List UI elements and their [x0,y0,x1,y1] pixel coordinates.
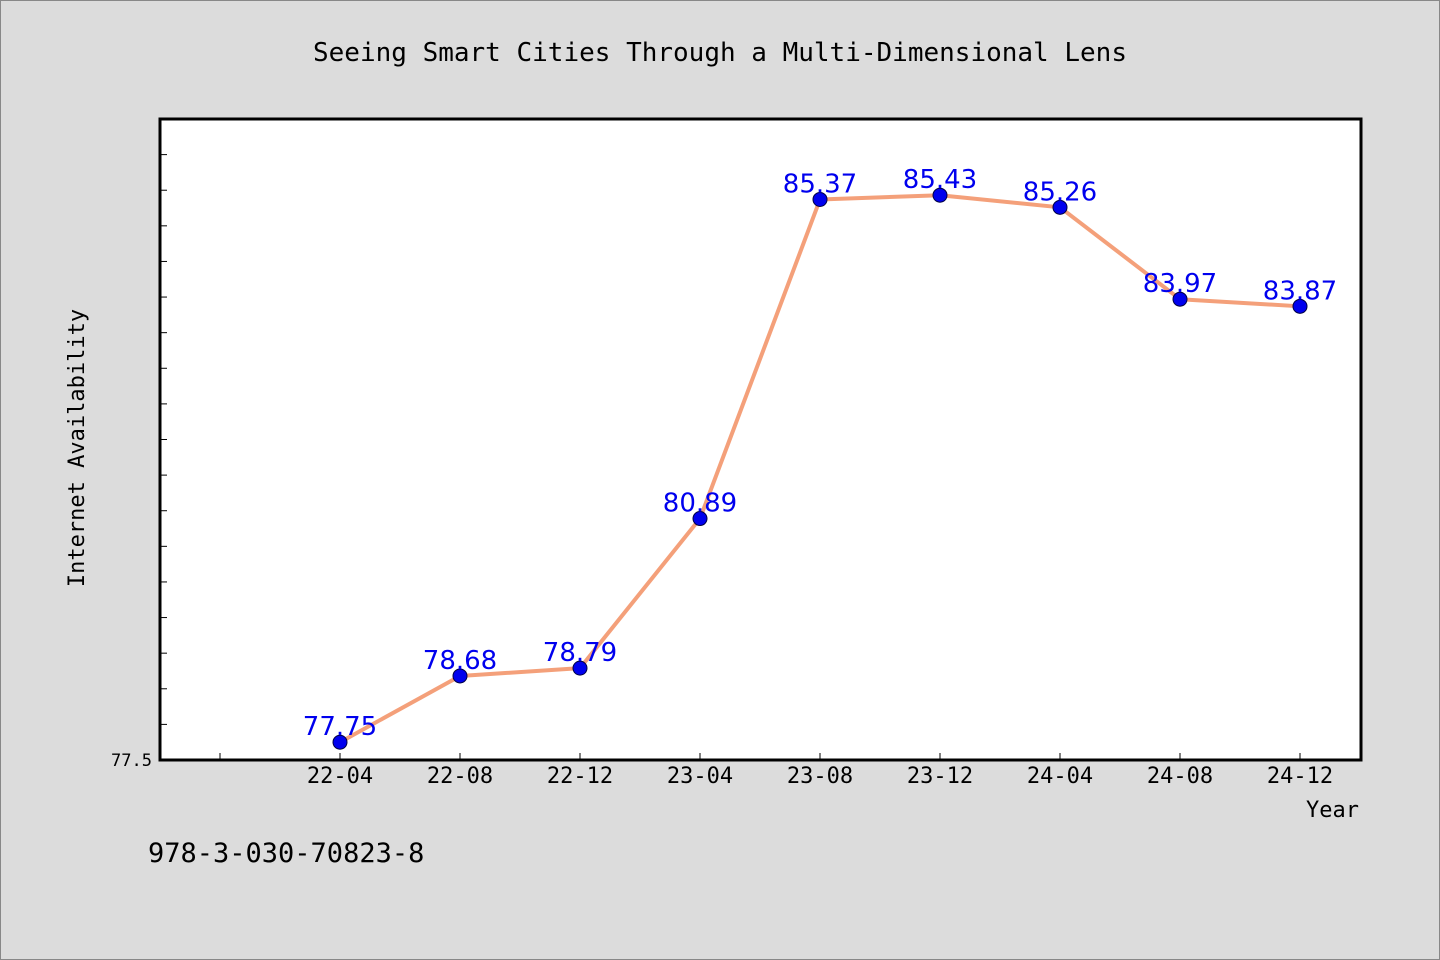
y-axis-ticks [160,154,167,725]
data-point [932,187,948,203]
x-tick-label: 22-12 [547,764,613,789]
data-label: 85.37 [783,169,857,199]
data-label: 77.75 [303,712,377,742]
x-tick-label: 24-12 [1267,764,1333,789]
x-tick-label: 23-04 [667,764,733,789]
x-tick-label: 22-08 [427,764,493,789]
x-axis-ticks [219,753,1301,760]
x-tick-label: 23-12 [907,764,973,789]
data-label: 80.89 [663,489,737,519]
plot-area [158,117,1363,762]
data-label: 83.87 [1263,276,1337,306]
data-label: 78.68 [423,646,497,676]
x-tick-label: 22-04 [307,764,373,789]
data-point [1172,291,1188,307]
data-label: 85.26 [1023,177,1097,207]
data-point [1292,298,1308,314]
x-axis-label: Year [1306,798,1359,823]
data-labels: 77.75 78.68 78.79 80.89 85.37 85.43 85.26 83.97… [303,165,1337,742]
chart-title: Seeing Smart Cities Through a Multi-Dime… [313,38,1127,68]
isbn-text: 978-3-030-70823-8 [148,838,424,869]
x-tick-label: 24-04 [1027,764,1093,789]
data-point [1052,199,1068,215]
y-tick-label: 77.5 [111,751,152,771]
x-tick-label: 23-08 [787,764,853,789]
data-point [452,668,468,684]
data-points [332,187,1308,750]
data-label: 85.43 [903,165,977,195]
data-point [692,511,708,527]
data-label: 78.79 [543,638,617,668]
data-point [572,660,588,676]
data-point [332,734,348,750]
data-label: 83.97 [1143,269,1217,299]
data-point [812,191,828,207]
x-axis-tick-labels: 22-04 22-08 22-12 23-04 23-08 23-12 24-04 24-08… [307,764,1333,789]
y-axis-label: Internet Availability [65,309,90,587]
x-tick-label: 24-08 [1147,764,1213,789]
